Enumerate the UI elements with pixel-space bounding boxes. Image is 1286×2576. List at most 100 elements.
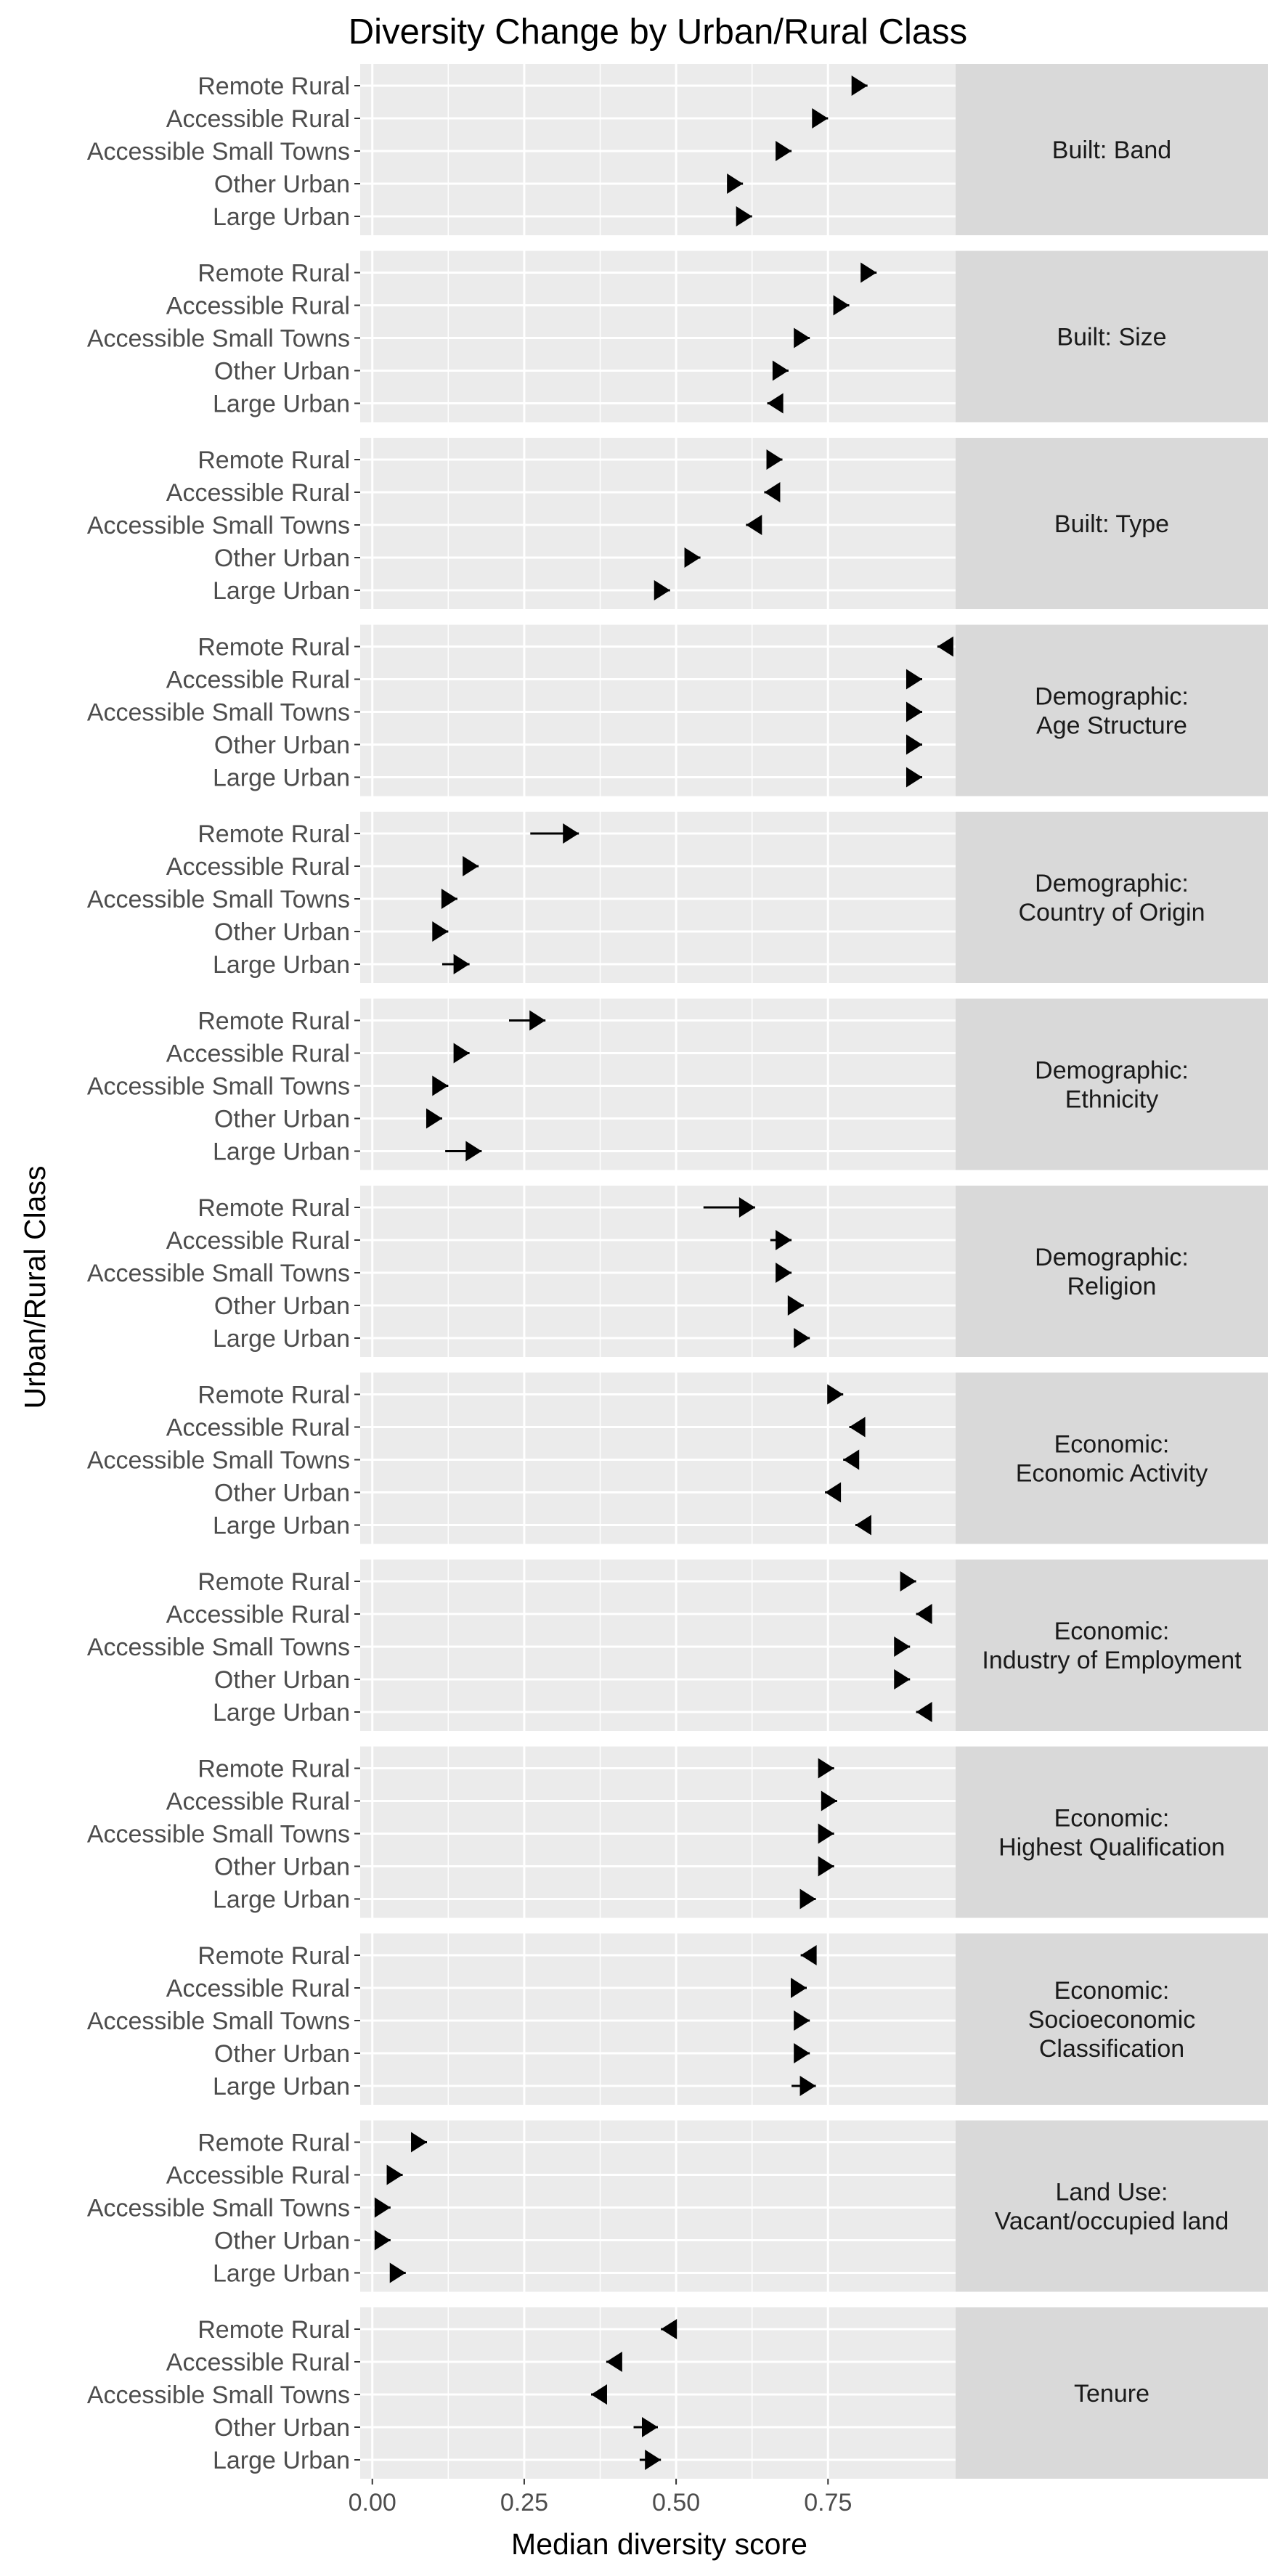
y-tick-label: Remote Rural bbox=[198, 634, 350, 661]
y-tick-label: Accessible Small Towns bbox=[87, 1447, 350, 1475]
change-arrow-head bbox=[937, 636, 953, 657]
facet-panel: Land Use:Vacant/occupied land Remote Rura… bbox=[87, 2120, 1268, 2292]
change-arrow-head bbox=[906, 734, 922, 755]
chart-title: Diversity Change by Urban/Rural Class bbox=[349, 12, 967, 52]
change-arrow-head bbox=[799, 1888, 816, 1909]
change-arrow-head bbox=[851, 76, 868, 96]
change-arrow-head bbox=[776, 1263, 792, 1283]
facet-strip-label: Classification bbox=[1039, 2035, 1184, 2063]
change-arrow-head bbox=[772, 360, 789, 381]
change-arrow-head bbox=[389, 2262, 406, 2283]
y-tick-label: Accessible Rural bbox=[166, 1601, 350, 1629]
facet-strip bbox=[956, 250, 1268, 423]
x-tick-label: 0.25 bbox=[500, 2489, 548, 2516]
facet-panel: Economic:Industry of Employment Remote Ru… bbox=[87, 1560, 1268, 1731]
change-arrow-head bbox=[766, 449, 783, 470]
y-tick-label: Remote Rural bbox=[198, 447, 350, 474]
change-arrow-head bbox=[794, 1328, 810, 1348]
facet-strip bbox=[956, 1372, 1268, 1544]
change-arrow-head bbox=[825, 1482, 842, 1503]
y-tick-label: Other Urban bbox=[214, 1106, 350, 1133]
facet-strip bbox=[956, 624, 1268, 796]
y-tick-label: Other Urban bbox=[214, 171, 350, 198]
facet-panel: Built: Size Remote Rural Accessible Rural A… bbox=[87, 250, 1268, 423]
y-tick-label: Other Urban bbox=[214, 1292, 350, 1320]
change-arrow-head bbox=[374, 2197, 391, 2218]
y-tick-label: Accessible Rural bbox=[166, 293, 350, 320]
y-tick-label: Accessible Small Towns bbox=[87, 1634, 350, 1661]
y-tick-label: Accessible Small Towns bbox=[87, 512, 350, 539]
y-tick-label: Large Urban bbox=[213, 951, 350, 979]
facet-strip-label: Economic: bbox=[1054, 1431, 1170, 1459]
change-arrow-head bbox=[684, 547, 701, 568]
y-tick-label: Other Urban bbox=[214, 1854, 350, 1881]
change-arrow-head bbox=[855, 1515, 871, 1536]
facet-strip-label: Built: Band bbox=[1052, 136, 1171, 164]
y-tick-label: Remote Rural bbox=[198, 1756, 350, 1783]
change-arrow-head bbox=[386, 2164, 403, 2185]
y-tick-label: Remote Rural bbox=[198, 1382, 350, 1409]
change-arrow-head bbox=[661, 2319, 677, 2339]
change-arrow-head bbox=[529, 1010, 546, 1031]
facet-strip-label: Demographic: bbox=[1035, 1244, 1189, 1271]
x-tick-label: 0.00 bbox=[349, 2489, 396, 2516]
change-arrow-head bbox=[374, 2230, 391, 2251]
y-tick-label: Large Urban bbox=[213, 1699, 350, 1727]
y-tick-label: Remote Rural bbox=[198, 2316, 350, 2344]
x-tick-label: 0.75 bbox=[804, 2489, 852, 2516]
y-tick-label: Large Urban bbox=[213, 1512, 350, 1540]
panel-background bbox=[360, 2307, 956, 2479]
change-arrow-head bbox=[426, 1108, 442, 1129]
change-arrow-head bbox=[645, 2450, 662, 2470]
y-tick-label: Accessible Rural bbox=[166, 1414, 350, 1442]
y-tick-label: Remote Rural bbox=[198, 1568, 350, 1596]
panel-background bbox=[360, 1746, 956, 1918]
y-tick-label: Accessible Rural bbox=[166, 1227, 350, 1255]
y-tick-label: Remote Rural bbox=[198, 1942, 350, 1970]
y-tick-label: Accessible Rural bbox=[166, 105, 350, 133]
y-axis-title: Urban/Rural Class bbox=[18, 1166, 52, 1409]
change-arrow-head bbox=[776, 1230, 792, 1250]
facet-strip-label: Highest Qualification bbox=[998, 1834, 1225, 1862]
change-arrow-head bbox=[767, 393, 784, 414]
panel-background bbox=[360, 2120, 956, 2292]
y-tick-label: Large Urban bbox=[213, 1325, 350, 1353]
y-tick-label: Other Urban bbox=[214, 2414, 350, 2442]
y-tick-label: Other Urban bbox=[214, 358, 350, 386]
facet-strip bbox=[956, 1746, 1268, 1918]
y-tick-label: Large Urban bbox=[213, 203, 350, 231]
facet-strip-label: Industry of Employment bbox=[982, 1647, 1242, 1674]
change-arrow-head bbox=[736, 206, 752, 227]
x-axis-title: Median diversity score bbox=[511, 2527, 807, 2561]
facet-strip-label: Economic Activity bbox=[1016, 1460, 1208, 1488]
change-arrow-head bbox=[894, 1637, 911, 1657]
facet-panel: Economic:Highest Qualification Remote Rur… bbox=[87, 1746, 1268, 1918]
facet-strip-label: Ethnicity bbox=[1065, 1086, 1159, 1114]
change-arrow-head bbox=[764, 482, 781, 502]
y-tick-label: Other Urban bbox=[214, 732, 350, 759]
y-tick-label: Accessible Rural bbox=[166, 1788, 350, 1816]
panel-background bbox=[360, 438, 956, 609]
facet-strip bbox=[956, 2307, 1268, 2479]
y-tick-label: Large Urban bbox=[213, 1138, 350, 1166]
facet-strip-label: Tenure bbox=[1074, 2380, 1149, 2408]
panel-background bbox=[360, 812, 956, 983]
change-arrow-head bbox=[411, 2132, 428, 2153]
change-arrow-head bbox=[799, 2076, 816, 2096]
y-tick-label: Remote Rural bbox=[198, 1008, 350, 1035]
panel-background bbox=[360, 998, 956, 1170]
y-tick-label: Large Urban bbox=[213, 2447, 350, 2474]
facet-panel: Demographic:Ethnicity Remote Rural Accessi… bbox=[87, 998, 1268, 1170]
y-tick-label: Accessible Small Towns bbox=[87, 2195, 350, 2222]
facet-strip-label: Demographic: bbox=[1035, 1057, 1189, 1085]
x-tick-label: 0.50 bbox=[652, 2489, 700, 2516]
facet-strip-label: Built: Type bbox=[1054, 510, 1169, 538]
y-tick-label: Remote Rural bbox=[198, 260, 350, 288]
change-arrow-head bbox=[432, 1075, 449, 1096]
change-arrow-head bbox=[916, 1604, 932, 1624]
y-tick-label: Large Urban bbox=[213, 2260, 350, 2288]
change-arrow-head bbox=[800, 1945, 817, 1965]
facet-strip bbox=[956, 64, 1268, 235]
y-tick-label: Other Urban bbox=[214, 1480, 350, 1507]
